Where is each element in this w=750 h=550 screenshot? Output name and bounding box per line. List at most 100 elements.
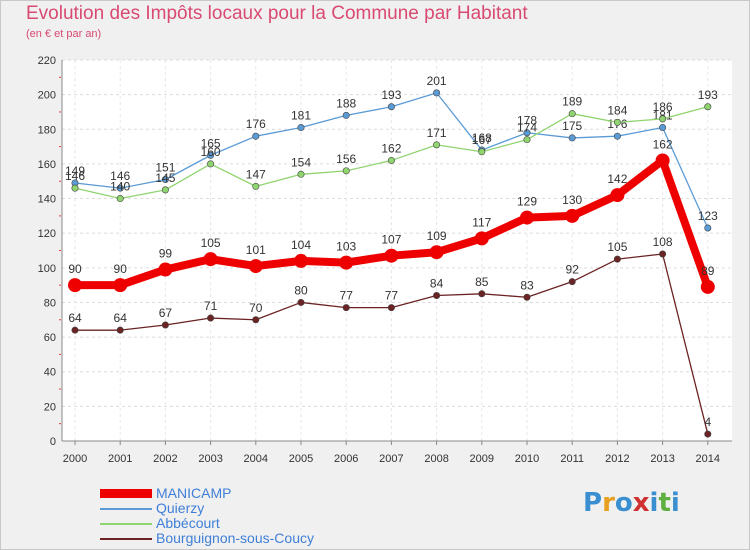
data-label: 174 — [517, 121, 537, 135]
x-tick-label: 2003 — [198, 453, 222, 465]
data-point — [659, 115, 667, 123]
data-label: 130 — [562, 193, 582, 207]
data-point — [384, 248, 399, 263]
data-label: 104 — [291, 238, 311, 252]
data-point — [294, 253, 308, 268]
data-point — [613, 118, 621, 126]
data-label: 84 — [430, 277, 444, 291]
data-label: 149 — [65, 164, 85, 178]
data-label: 83 — [520, 278, 534, 292]
data-point — [342, 304, 350, 312]
data-point — [478, 290, 486, 298]
data-point — [252, 316, 260, 324]
data-point — [433, 89, 441, 97]
data-label: 103 — [336, 240, 356, 254]
data-label: 90 — [68, 262, 82, 276]
logo-letter: t — [658, 488, 671, 518]
data-point — [161, 175, 169, 183]
data-label: 85 — [475, 275, 489, 289]
data-label: 167 — [472, 133, 492, 147]
data-point — [342, 167, 350, 175]
x-tick-label: 2010 — [515, 453, 539, 465]
data-point — [387, 103, 395, 111]
x-tick-label: 2004 — [244, 453, 268, 465]
data-point — [433, 292, 441, 300]
data-point — [207, 151, 215, 159]
data-point — [71, 326, 79, 334]
y-tick-label: 160 — [38, 159, 56, 171]
data-label: 67 — [159, 306, 173, 320]
data-point — [613, 255, 621, 263]
legend-label: Abbécourt — [156, 515, 220, 531]
x-tick-label: 2007 — [379, 453, 403, 465]
data-label: 165 — [201, 136, 221, 150]
logo-letter: P — [583, 488, 603, 518]
x-tick-label: 2011 — [560, 453, 584, 465]
data-label: 105 — [201, 236, 221, 250]
legend-swatch — [100, 508, 152, 510]
logo-letter: i — [649, 488, 659, 518]
chart-subtitle: (en € et par an) — [26, 28, 102, 40]
data-label: 175 — [562, 119, 582, 133]
data-point — [433, 141, 441, 149]
x-tick-label: 2013 — [650, 453, 674, 465]
data-point — [387, 304, 395, 312]
x-tick-label: 2005 — [289, 453, 313, 465]
x-tick-label: 2014 — [696, 453, 720, 465]
y-tick-label: 60 — [44, 332, 56, 344]
legend-label: Quierzy — [156, 500, 205, 516]
x-tick-label: 2009 — [470, 453, 494, 465]
data-point — [613, 132, 621, 140]
data-label: 117 — [472, 215, 491, 229]
data-label: 147 — [246, 167, 266, 181]
data-point — [116, 326, 124, 334]
data-point — [523, 129, 531, 137]
data-label: 146 — [65, 169, 85, 183]
data-point — [478, 148, 486, 156]
data-point — [113, 278, 128, 293]
data-label: 107 — [381, 233, 401, 247]
data-point — [207, 160, 215, 168]
proxiti-logo: Proxiti — [583, 488, 680, 518]
x-tick-label: 2012 — [605, 453, 629, 465]
data-point — [161, 186, 169, 194]
y-tick-label: 200 — [38, 90, 56, 102]
data-point — [704, 103, 712, 111]
data-label: 156 — [336, 152, 356, 166]
data-point — [565, 208, 580, 223]
data-point — [659, 250, 667, 258]
data-label: 109 — [427, 229, 447, 243]
data-point — [568, 134, 576, 142]
legend-swatch — [100, 523, 152, 525]
data-label: 188 — [336, 96, 356, 110]
data-point — [248, 259, 263, 274]
data-label: 146 — [110, 169, 130, 183]
data-point — [116, 195, 124, 203]
data-point — [342, 111, 350, 119]
data-point — [429, 245, 444, 260]
logo-letter: x — [632, 488, 650, 518]
data-point — [523, 293, 531, 301]
y-tick-label: 0 — [50, 436, 56, 448]
data-point — [207, 314, 215, 322]
data-label: 162 — [381, 141, 401, 155]
data-point — [523, 136, 531, 144]
data-point — [203, 252, 218, 267]
data-point — [474, 231, 489, 246]
data-label: 145 — [155, 171, 175, 185]
y-tick-label: 140 — [38, 194, 56, 206]
data-point — [387, 156, 395, 164]
data-label: 92 — [566, 263, 580, 277]
data-point — [71, 184, 79, 192]
legend-swatch — [100, 489, 152, 498]
data-label: 4 — [704, 415, 711, 429]
data-label: 160 — [201, 145, 221, 159]
data-label: 129 — [517, 195, 537, 209]
data-point — [252, 182, 260, 190]
data-label: 77 — [385, 289, 399, 303]
data-point — [568, 278, 576, 286]
data-label: 184 — [607, 103, 627, 117]
data-point — [252, 132, 260, 140]
